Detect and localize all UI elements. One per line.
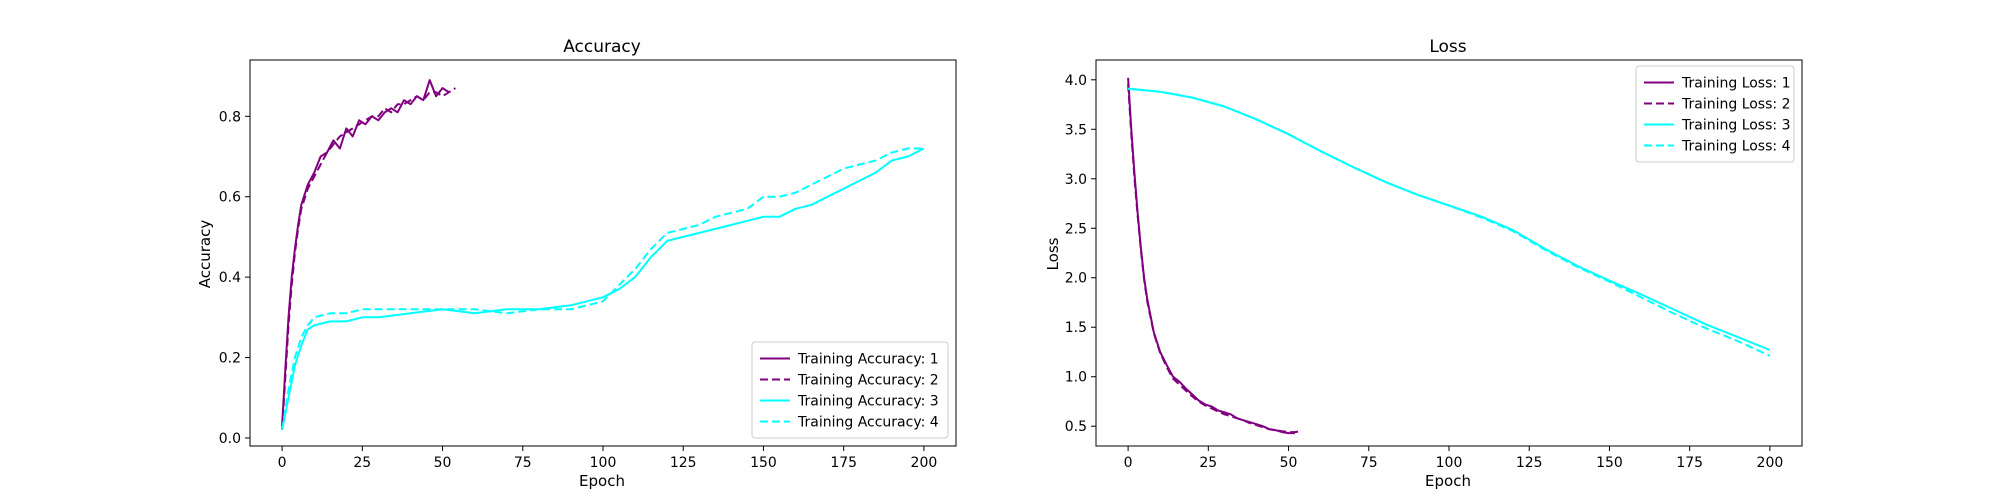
loss-y-tick-label: 3.5: [1065, 122, 1087, 138]
accuracy-x-tick-label: 50: [434, 455, 452, 471]
accuracy-x-tick-label: 0: [278, 455, 287, 471]
legend-label-training-loss-4: Training Loss: 4: [1681, 139, 1791, 155]
legend-label-training-loss-2: Training Loss: 2: [1681, 97, 1790, 113]
accuracy-y-tick-label: 0.2: [219, 351, 241, 367]
accuracy-y-tick-label: 0.8: [219, 109, 241, 125]
loss-chart-panel: Loss Epoch Loss 0 25 50 75 100 125 150 175 200 0.…: [1044, 37, 1803, 490]
legend-label-training-accuracy-2: Training Accuracy: 2: [797, 373, 939, 389]
loss-y-tick-label: 2.5: [1065, 221, 1087, 237]
loss-x-tick-label: 75: [1360, 455, 1378, 471]
loss-y-tick-label: 1.0: [1065, 370, 1087, 386]
loss-x-tick-label: 125: [1516, 455, 1543, 471]
loss-x-tick-label: 175: [1676, 455, 1703, 471]
series-line-training-accuracy-1: [281, 79, 450, 426]
accuracy-chart-ylabel: Accuracy: [196, 220, 214, 289]
loss-x-tick-label: 50: [1280, 455, 1298, 471]
accuracy-x-tick-label: 75: [514, 455, 532, 471]
legend-label-training-accuracy-4: Training Accuracy: 4: [797, 415, 939, 431]
loss-chart-ylabel: Loss: [1044, 237, 1062, 270]
accuracy-y-tick-label: 0.4: [219, 270, 241, 286]
accuracy-chart-panel: Accuracy Epoch Accuracy 0 25 50 75 100 125 150…: [196, 37, 957, 490]
accuracy-x-tick-label: 200: [911, 455, 938, 471]
loss-x-tick-label: 200: [1757, 455, 1784, 471]
loss-y-tick-label: 2.0: [1065, 271, 1087, 287]
accuracy-chart-title: Accuracy: [563, 37, 641, 57]
legend-label-training-loss-1: Training Loss: 1: [1681, 76, 1790, 92]
loss-x-tick-label: 25: [1199, 455, 1217, 471]
accuracy-y-tick-label: 0.6: [219, 190, 241, 206]
loss-chart-title: Loss: [1429, 37, 1466, 57]
legend-label-training-accuracy-3: Training Accuracy: 3: [797, 394, 939, 410]
legend-label-training-accuracy-1: Training Accuracy: 1: [797, 352, 939, 368]
legend-label-training-loss-3: Training Loss: 3: [1681, 118, 1790, 134]
accuracy-x-tick-label: 100: [590, 455, 617, 471]
series-line-training-accuracy-3: [281, 147, 925, 431]
series-line-training-accuracy-2: [281, 87, 456, 430]
accuracy-y-tick-label: 0.0: [219, 431, 241, 447]
accuracy-legend: Training Accuracy: 1 Training Accuracy: 2…: [751, 341, 949, 439]
loss-y-tick-label: 4.0: [1065, 73, 1087, 89]
accuracy-legend-box: [751, 341, 949, 439]
loss-x-tick-label: 0: [1124, 455, 1133, 471]
loss-legend: Training Loss: 1 Training Loss: 2 Training…: [1635, 65, 1795, 163]
accuracy-x-tick-label: 175: [830, 455, 857, 471]
accuracy-x-tick-label: 150: [750, 455, 777, 471]
accuracy-x-tick-label: 125: [670, 455, 697, 471]
accuracy-chart-xlabel: Epoch: [579, 472, 625, 490]
series-line-training-loss-4: [1128, 87, 1771, 357]
loss-y-tick-label: 1.5: [1065, 320, 1087, 336]
accuracy-x-tick-label: 25: [353, 455, 371, 471]
loss-x-tick-label: 150: [1596, 455, 1623, 471]
loss-x-tick-label: 100: [1436, 455, 1463, 471]
series-line-training-loss-1: [1127, 77, 1295, 435]
loss-y-tick-label: 3.0: [1065, 172, 1087, 188]
loss-chart-xlabel: Epoch: [1425, 472, 1471, 490]
loss-y-tick-label: 0.5: [1065, 419, 1087, 435]
loss-legend-box: [1635, 65, 1795, 163]
series-line-training-loss-2: [1127, 83, 1302, 434]
series-line-training-accuracy-4: [281, 147, 924, 431]
